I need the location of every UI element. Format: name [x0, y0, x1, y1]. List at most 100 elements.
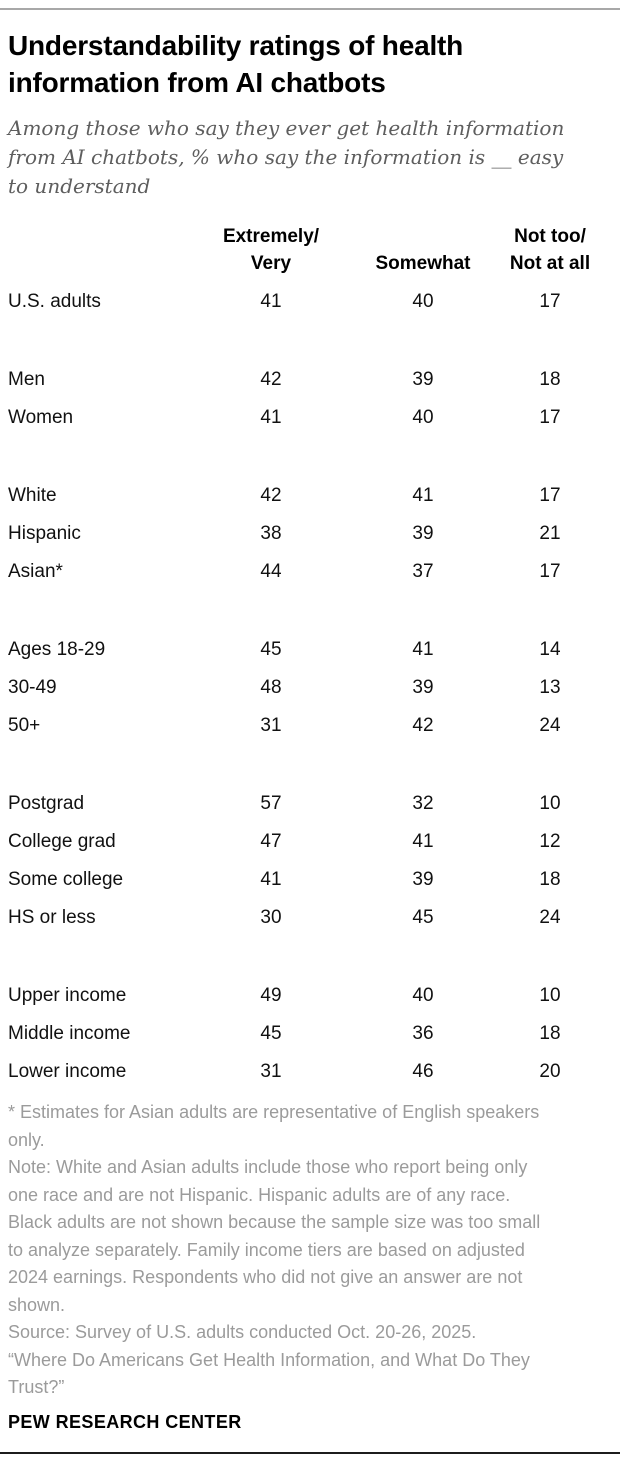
- page-subtitle: Among those who say they ever get health…: [8, 114, 612, 201]
- value-cell: 48: [260, 677, 282, 698]
- value-cell: 32: [412, 793, 434, 814]
- value-cell: 40: [412, 291, 434, 312]
- column-header-line: Not at all: [509, 253, 591, 274]
- row-label: Women: [8, 407, 74, 428]
- value-cell: 39: [412, 523, 434, 544]
- row-label: Men: [8, 369, 45, 390]
- value-cell: 42: [260, 369, 282, 390]
- value-cell: 17: [539, 561, 561, 582]
- table-row: Lower income 31 46 20: [8, 1053, 612, 1091]
- bottom-divider: [0, 1452, 620, 1454]
- column-header-extremely-very: Extremely/ Very: [184, 223, 358, 277]
- footnote-line: “Where Do Americans Get Health Informati…: [8, 1349, 530, 1370]
- value-cell: 40: [412, 985, 434, 1006]
- subtitle-line: from AI chatbots, % who say the informat…: [8, 145, 564, 169]
- value-cell: 47: [260, 831, 282, 852]
- table-row: Postgrad 57 32 10: [8, 785, 612, 823]
- value-cell: 39: [412, 869, 434, 890]
- table-row: Hispanic 38 39 21: [8, 515, 612, 553]
- row-group: White 42 41 17 Hispanic 38 39 21 Asian* 44 37 17: [8, 477, 612, 591]
- row-label: Ages 18-29: [8, 639, 106, 660]
- row-label: U.S. adults: [8, 291, 101, 312]
- footnote-line: Trust?”: [8, 1377, 65, 1397]
- row-label: Asian*: [8, 561, 63, 582]
- footnotes: * Estimates for Asian adults are represe…: [8, 1099, 612, 1402]
- chart-card: Understandability ratings of health info…: [0, 10, 620, 1433]
- value-cell: 17: [539, 407, 561, 428]
- value-cell: 17: [539, 291, 561, 312]
- table-row: College grad 47 41 12: [8, 823, 612, 861]
- value-cell: 42: [412, 715, 434, 736]
- value-cell: 20: [539, 1061, 561, 1082]
- row-group: Ages 18-29 45 41 14 30-49 48 39 13 50+ 31 42 24: [8, 631, 612, 745]
- column-header-line: Somewhat: [375, 253, 471, 274]
- value-cell: 42: [260, 485, 282, 506]
- table-row: Some college 41 39 18: [8, 861, 612, 899]
- row-label: Lower income: [8, 1061, 127, 1082]
- value-cell: 45: [412, 907, 434, 928]
- table-row: U.S. adults 41 40 17: [8, 283, 612, 321]
- row-label: 50+: [8, 715, 41, 736]
- value-cell: 41: [412, 639, 434, 660]
- value-cell: 18: [539, 1023, 561, 1044]
- value-cell: 39: [412, 369, 434, 390]
- value-cell: 45: [260, 1023, 282, 1044]
- table-row: HS or less 30 45 24: [8, 899, 612, 937]
- table-row: 30-49 48 39 13: [8, 669, 612, 707]
- value-cell: 37: [412, 561, 434, 582]
- value-cell: 18: [539, 369, 561, 390]
- row-label: White: [8, 485, 57, 506]
- value-cell: 12: [539, 831, 561, 852]
- row-label: Hispanic: [8, 523, 81, 544]
- value-cell: 41: [260, 407, 282, 428]
- row-group: Postgrad 57 32 10 College grad 47 41 12 Some col…: [8, 785, 612, 937]
- value-cell: 24: [539, 907, 561, 928]
- value-cell: 41: [260, 869, 282, 890]
- row-group: U.S. adults 41 40 17: [8, 283, 612, 321]
- footnote-line: one race and are not Hispanic. Hispanic …: [8, 1184, 511, 1205]
- value-cell: 41: [260, 291, 282, 312]
- value-cell: 45: [260, 639, 282, 660]
- subtitle-line: Among those who say they ever get health…: [8, 116, 565, 140]
- row-label: HS or less: [8, 907, 96, 928]
- column-header-line: Very: [250, 253, 292, 274]
- value-cell: 31: [260, 1061, 282, 1082]
- value-cell: 24: [539, 715, 561, 736]
- column-header-spacer: [8, 223, 184, 277]
- row-label: College grad: [8, 831, 116, 852]
- row-label: Middle income: [8, 1023, 131, 1044]
- table-row: Women 41 40 17: [8, 399, 612, 437]
- value-cell: 39: [412, 677, 434, 698]
- value-cell: 41: [412, 831, 434, 852]
- column-header-somewhat: Somewhat: [358, 223, 488, 277]
- table-row: Men 42 39 18: [8, 361, 612, 399]
- value-cell: 18: [539, 869, 561, 890]
- column-header-line: Extremely/: [222, 226, 320, 247]
- footnote-line: Black adults are not shown because the s…: [8, 1212, 541, 1232]
- value-cell: 57: [260, 793, 282, 814]
- table-row: Middle income 45 36 18: [8, 1015, 612, 1053]
- column-header-not-too-not-at-all: Not too/ Not at all: [488, 223, 612, 277]
- row-label: 30-49: [8, 677, 57, 698]
- subtitle-line: to understand: [8, 174, 151, 198]
- footnote-line: 2024 earnings. Respondents who did not g…: [8, 1267, 523, 1287]
- column-header-line: Not too/: [514, 226, 586, 247]
- footnote-line: to analyze separately. Family income tie…: [8, 1239, 525, 1260]
- footnote-line: Note: White and Asian adults include tho…: [8, 1157, 528, 1177]
- row-label: Upper income: [8, 985, 127, 1006]
- top-divider: [0, 8, 620, 10]
- value-cell: 17: [539, 485, 561, 506]
- value-cell: 36: [412, 1023, 434, 1044]
- table-body: U.S. adults 41 40 17 Men 42 39 18 Women 41 40 17 Whi…: [8, 283, 612, 1091]
- row-label: Some college: [8, 869, 124, 890]
- footnote-line: shown.: [8, 1294, 66, 1315]
- value-cell: 46: [412, 1061, 434, 1082]
- table-row: White 42 41 17: [8, 477, 612, 515]
- table-header: Extremely/ Very Somewhat Not too/ Not at…: [8, 223, 612, 277]
- value-cell: 44: [260, 561, 282, 582]
- value-cell: 14: [539, 639, 561, 660]
- row-label: Postgrad: [8, 793, 85, 814]
- value-cell: 38: [260, 523, 282, 544]
- value-cell: 21: [539, 523, 561, 544]
- value-cell: 13: [539, 677, 561, 698]
